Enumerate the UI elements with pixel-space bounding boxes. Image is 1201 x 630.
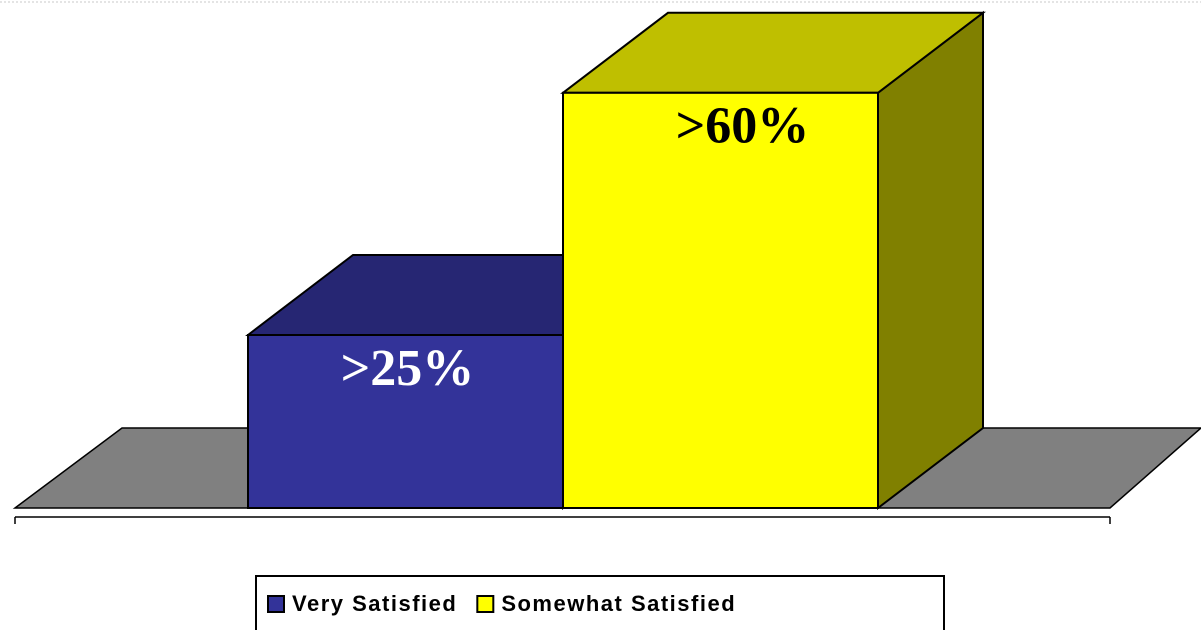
legend-items: Very Satisfied Somewhat Satisfied (267, 591, 736, 616)
data-label: >25% (341, 340, 475, 397)
legend-label: Very Satisfied (292, 591, 457, 616)
bar-front (562, 91, 879, 510)
bars: >25% >60% (245, 10, 986, 511)
bar-side (877, 10, 984, 511)
legend-swatch (267, 595, 285, 613)
legend-label: Somewhat Satisfied (501, 591, 736, 616)
legend (255, 575, 945, 630)
bar-front (247, 334, 564, 509)
bar (560, 10, 986, 511)
legend-swatch (476, 595, 495, 613)
data-label: >60% (676, 98, 810, 155)
